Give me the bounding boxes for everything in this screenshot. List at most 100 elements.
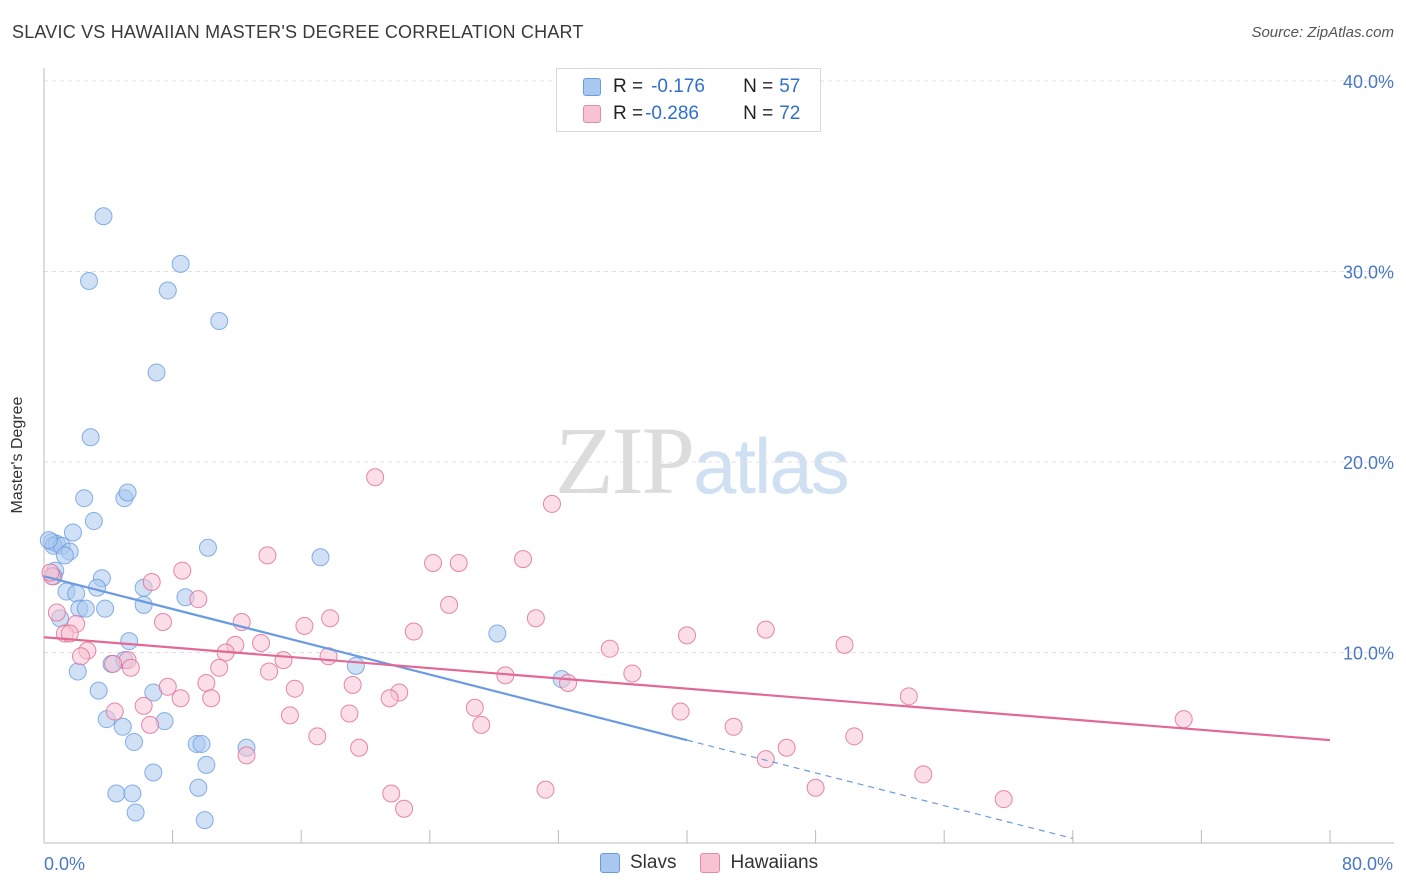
chart-title: SLAVIC VS HAWAIIAN MASTER'S DEGREE CORRE… — [12, 22, 584, 42]
hawaiians-point — [440, 595, 459, 614]
y-tick-label: 30.0% — [1343, 263, 1394, 283]
slavs-point — [197, 755, 216, 774]
hawaiians-point — [366, 468, 385, 487]
hawaiians-point — [60, 624, 79, 643]
series-legend-hawaiians[interactable]: Hawaiians — [700, 852, 818, 874]
watermark: ZIPatlas — [555, 405, 850, 516]
legend-r-label: R = — [613, 103, 644, 124]
slavs-point — [192, 734, 211, 753]
correlation-legend: R = -0.176 N = 57 R = -0.286 N = 72 — [556, 68, 821, 132]
slavs-point — [123, 784, 142, 803]
hawaiians-point — [71, 647, 90, 666]
slavs-point — [81, 428, 100, 447]
hawaiians-point — [252, 633, 271, 652]
hawaiians-point — [678, 626, 696, 645]
slavs-point — [134, 595, 153, 614]
hawaiians-point — [380, 689, 399, 708]
x-tick-label: 0.0% — [44, 854, 85, 874]
y-tick-label: 10.0% — [1343, 644, 1394, 664]
hawaiians-point — [514, 550, 533, 569]
chart-source: Source: ZipAtlas.com — [1251, 24, 1394, 41]
hawaiians-point — [260, 662, 279, 681]
legend-swatch-hawaiians — [583, 105, 601, 123]
hawaiians-point — [158, 677, 177, 696]
slavs-trendline — [43, 575, 688, 742]
hawaiians-point — [724, 717, 743, 736]
hawaiians-point — [173, 561, 192, 580]
slavs-point — [346, 656, 365, 675]
legend-row-hawaiians: R = -0.286 N = 72 — [583, 101, 800, 127]
slavs-point — [75, 489, 94, 508]
legend-swatch-slavs — [583, 78, 601, 96]
hawaiians-point — [340, 704, 359, 723]
hawaiians-point — [756, 750, 775, 769]
slavs-point — [488, 624, 507, 643]
legend-r-label: R = — [613, 76, 644, 97]
hawaiians-point — [153, 613, 172, 632]
hawaiians-point — [559, 673, 578, 692]
hawaiians-point — [404, 622, 423, 641]
slavs-point — [80, 272, 99, 291]
slavs-point — [84, 512, 103, 531]
watermark-zip: ZIP — [555, 407, 695, 514]
slavs-point — [118, 483, 137, 502]
slavs-point — [94, 207, 113, 226]
series-label-hawaiians: Hawaiians — [730, 852, 819, 873]
slavs-point — [96, 599, 115, 618]
hawaiians-point — [835, 635, 854, 654]
hawaiians-point — [845, 727, 864, 746]
legend-r-value: -0.286 — [645, 103, 699, 124]
hawaiians-point — [899, 687, 918, 706]
hawaiians-point — [424, 553, 443, 572]
slavs-point — [126, 803, 145, 822]
hawaiians-point — [994, 790, 1013, 809]
slavs-point — [55, 546, 74, 565]
hawaiians-point — [526, 609, 545, 628]
hawaiians-point — [258, 546, 277, 565]
hawaiians-point — [395, 799, 414, 818]
slavs-point — [67, 584, 86, 603]
hawaiians-point — [142, 573, 161, 592]
slavs-point — [147, 363, 166, 382]
slavs-point — [113, 717, 132, 736]
hawaiians-point — [47, 603, 66, 622]
slavs-trendline-extension — [686, 739, 1073, 840]
hawaiians-point — [189, 590, 208, 609]
hawaiians-point — [472, 715, 491, 734]
hawaiians-point — [308, 727, 327, 746]
legend-n-value: 72 — [779, 103, 801, 124]
hawaiians-point — [542, 494, 561, 513]
series-legend-slavs[interactable]: Slavs — [600, 852, 676, 874]
hawaiians-point — [237, 746, 256, 765]
slavs-point — [76, 599, 95, 618]
hawaiians-point — [210, 658, 229, 677]
hawaiians-point — [382, 784, 401, 803]
hawaiians-point — [121, 658, 140, 677]
series-label-slavs: Slavs — [630, 852, 677, 873]
hawaiians-trendline — [43, 636, 1331, 742]
y-tick-label: 40.0% — [1343, 72, 1394, 92]
series-swatch-slavs — [600, 853, 620, 873]
hawaiians-point — [914, 765, 933, 784]
hawaiians-point — [350, 738, 369, 757]
hawaiians-point — [756, 620, 775, 639]
slavs-point — [89, 681, 108, 700]
hawaiians-point — [134, 696, 153, 715]
hawaiians-point — [777, 738, 796, 757]
legend-row-slavs: R = -0.176 N = 57 — [583, 74, 800, 100]
slavs-point — [158, 281, 177, 300]
slavs-point — [125, 733, 144, 752]
hawaiians-point — [197, 673, 216, 692]
hawaiians-point — [343, 675, 362, 694]
y-tick-label: 20.0% — [1343, 453, 1394, 473]
slavs-point — [144, 763, 163, 782]
slavs-point — [189, 778, 208, 797]
hawaiians-point — [141, 715, 160, 734]
hawaiians-point — [274, 651, 293, 670]
x-tick-label: 80.0% — [1342, 854, 1393, 874]
series-swatch-hawaiians — [700, 853, 721, 873]
slavs-point — [198, 538, 217, 557]
legend-n-value: 57 — [779, 76, 801, 97]
hawaiians-point — [104, 654, 123, 673]
slavs-point — [171, 254, 190, 273]
